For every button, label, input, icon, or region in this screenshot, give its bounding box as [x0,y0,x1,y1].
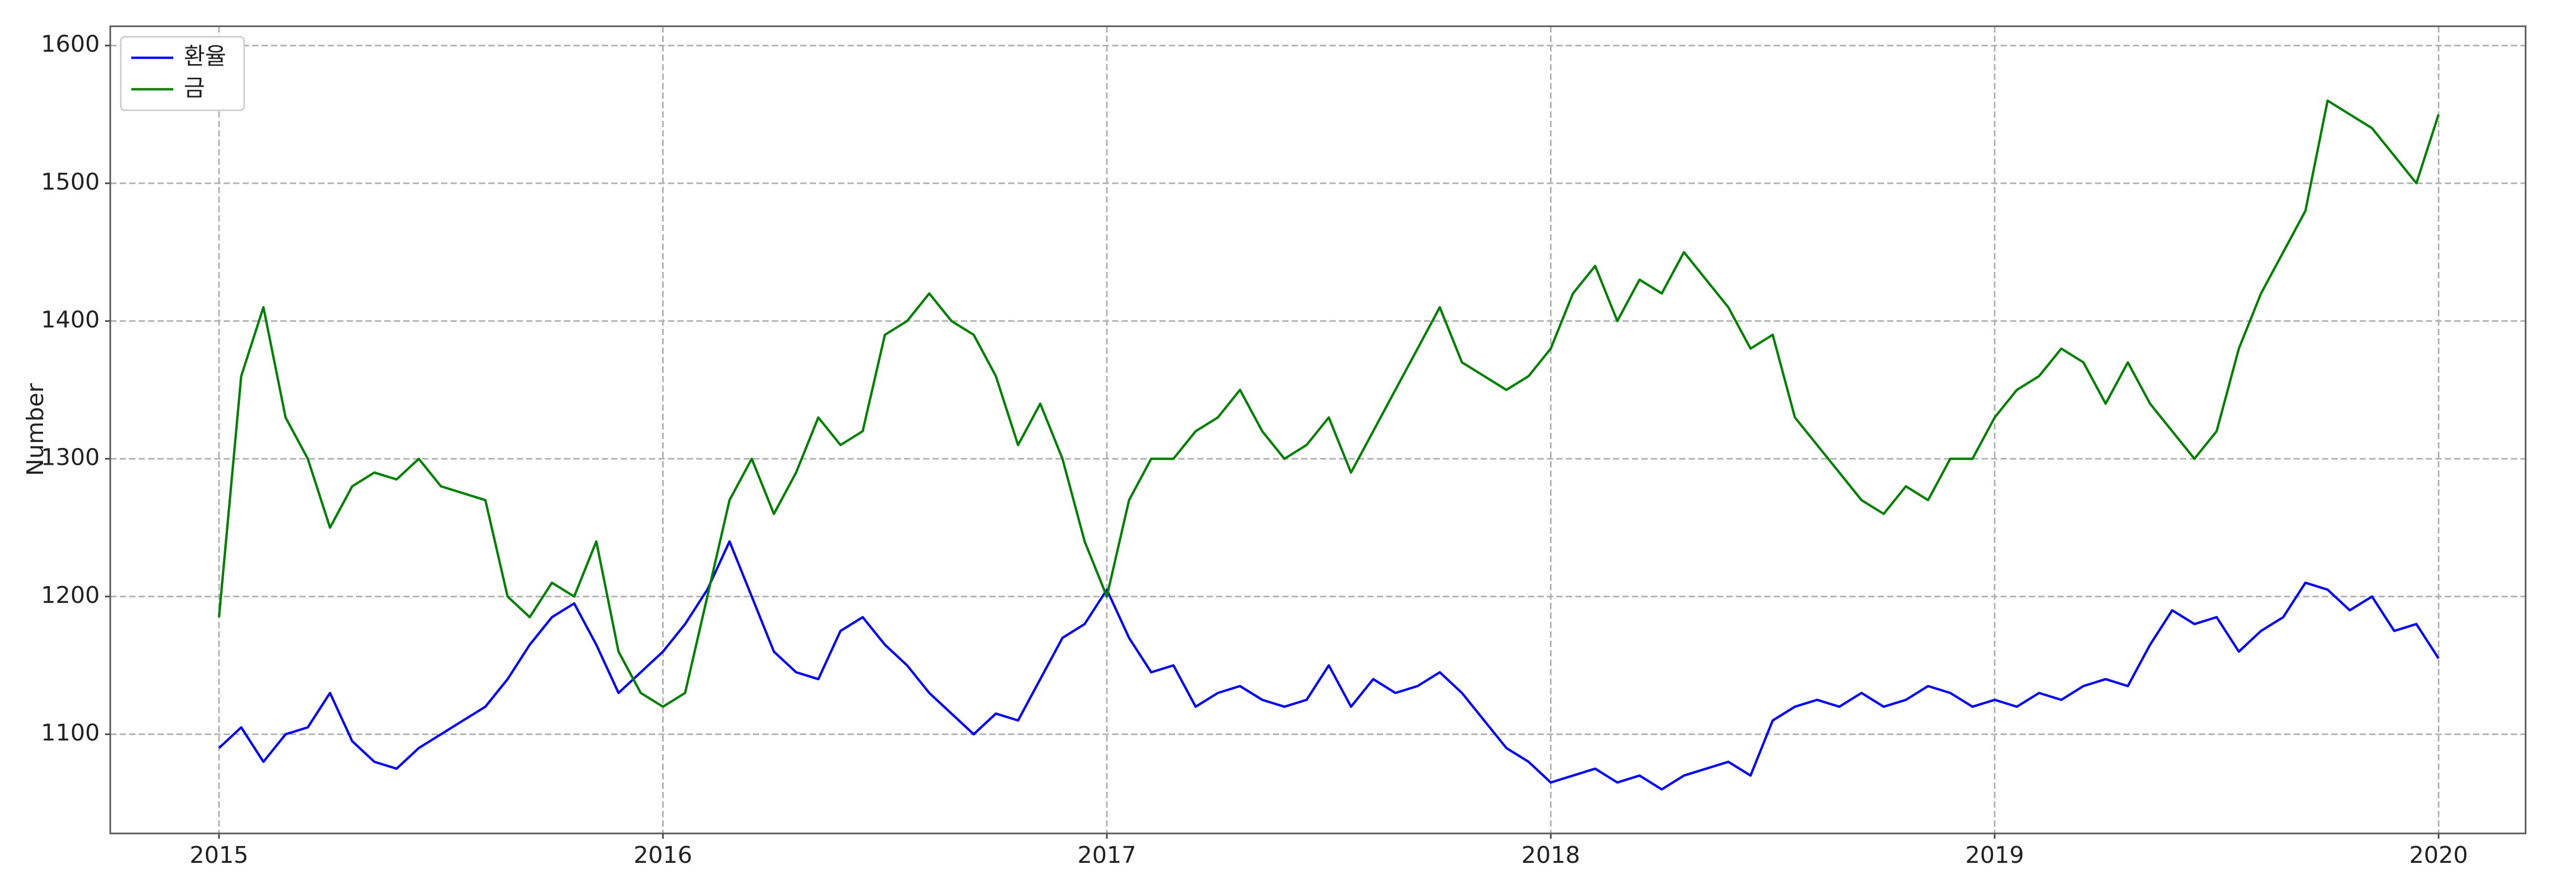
plot-frame [109,25,2527,834]
legend: 환율금 [120,36,245,111]
series-line [217,99,2440,708]
y-tick-label: 1300 [41,444,100,471]
series-line [218,540,2440,791]
y-tick-label: 1200 [41,582,100,609]
y-tick-label: 1400 [41,306,100,333]
legend-label: 금 [184,75,205,101]
x-tick-label: 2017 [1077,842,1136,869]
y-tick-label: 1500 [41,169,100,195]
legend-box [120,36,245,111]
x-tick-label: 2015 [190,842,248,869]
x-tick-label: 2020 [2409,842,2468,869]
x-tick-label: 2018 [1521,842,1580,869]
x-tick-label: 2016 [634,842,693,869]
y-tick-label: 1600 [41,31,100,58]
y-axis-label: Number [22,383,49,476]
x-tick-label: 2019 [1965,842,2024,869]
legend-label: 환율 [184,43,226,70]
y-tick-label: 1100 [41,719,100,746]
